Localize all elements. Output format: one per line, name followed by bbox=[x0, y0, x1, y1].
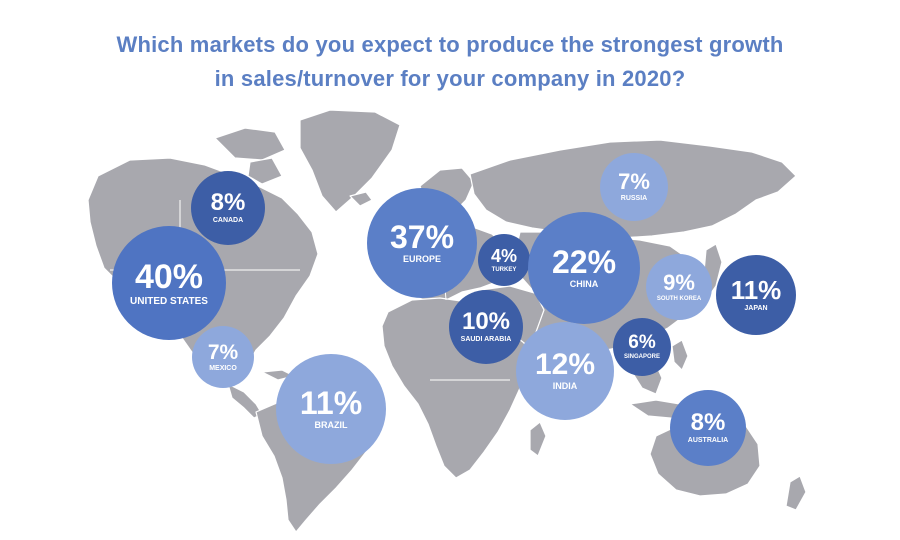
chart-title: Which markets do you expect to produce t… bbox=[0, 28, 900, 96]
bubble-value: 6% bbox=[628, 332, 656, 354]
bubble-japan: 11% JAPAN bbox=[716, 255, 796, 335]
title-line-1: Which markets do you expect to produce t… bbox=[116, 32, 784, 57]
philippines-shape bbox=[671, 339, 689, 371]
new-zealand-shape bbox=[785, 475, 807, 511]
bubble-label: SINGAPORE bbox=[623, 354, 660, 361]
bubble-canada: 8% CANADA bbox=[191, 171, 265, 245]
bubble-label: BRAZIL bbox=[314, 420, 348, 431]
bubble-india: 12% INDIA bbox=[516, 322, 614, 420]
bubble-label: TURKEY bbox=[491, 266, 517, 273]
bubble-singapore: 6% SINGAPORE bbox=[613, 318, 671, 376]
bubble-china: 22% CHINA bbox=[528, 212, 640, 324]
bubble-label: UNITED STATES bbox=[130, 295, 208, 307]
bubble-brazil: 11% BRAZIL bbox=[276, 354, 386, 464]
bubble-value: 11% bbox=[299, 385, 363, 422]
madagascar-shape bbox=[529, 421, 547, 457]
bubble-value: 11% bbox=[730, 275, 782, 306]
iceland-shape bbox=[349, 191, 373, 207]
bubble-mexico: 7% MEXICO bbox=[192, 326, 254, 388]
bubble-europe: 37% EUROPE bbox=[367, 188, 477, 298]
bubble-australia: 8% AUSTRALIA bbox=[670, 390, 746, 466]
bubble-value: 9% bbox=[663, 269, 695, 295]
bubble-value: 10% bbox=[461, 308, 511, 336]
bubble-russia: 7% RUSSIA bbox=[600, 153, 668, 221]
bubble-label: MEXICO bbox=[209, 364, 237, 372]
bubble-label: JAPAN bbox=[744, 305, 768, 313]
bubble-value: 4% bbox=[490, 245, 517, 266]
arctic-islands-shape bbox=[214, 127, 286, 161]
bubble-label: EUROPE bbox=[402, 254, 441, 265]
bubble-value: 12% bbox=[534, 348, 596, 382]
greenland-shape bbox=[299, 109, 401, 213]
bubble-label: CHINA bbox=[569, 279, 599, 290]
bubble-label: SAUDI ARABIA bbox=[460, 336, 512, 344]
bubble-turkey: 4% TURKEY bbox=[478, 234, 530, 286]
bubble-value: 8% bbox=[210, 189, 246, 217]
bubble-label: AUSTRALIA bbox=[687, 437, 729, 445]
bubble-united-states: 40% UNITED STATES bbox=[112, 226, 226, 340]
bubble-value: 40% bbox=[134, 257, 204, 296]
bubble-label: INDIA bbox=[552, 381, 578, 392]
bubble-label: CANADA bbox=[212, 217, 244, 225]
bubble-south-korea: 9% SOUTH KOREA bbox=[646, 254, 712, 320]
title-line-2: in sales/turnover for your company in 20… bbox=[214, 66, 686, 91]
bubble-value: 37% bbox=[389, 219, 455, 256]
bubble-value: 22% bbox=[551, 244, 617, 281]
bubble-saudi-arabia: 10% SAUDI ARABIA bbox=[449, 290, 523, 364]
bubble-value: 8% bbox=[690, 409, 726, 437]
bubble-value: 7% bbox=[207, 340, 239, 364]
bubble-label: SOUTH KOREA bbox=[656, 295, 702, 302]
bubble-value: 7% bbox=[618, 169, 650, 195]
bubble-label: RUSSIA bbox=[620, 195, 648, 203]
